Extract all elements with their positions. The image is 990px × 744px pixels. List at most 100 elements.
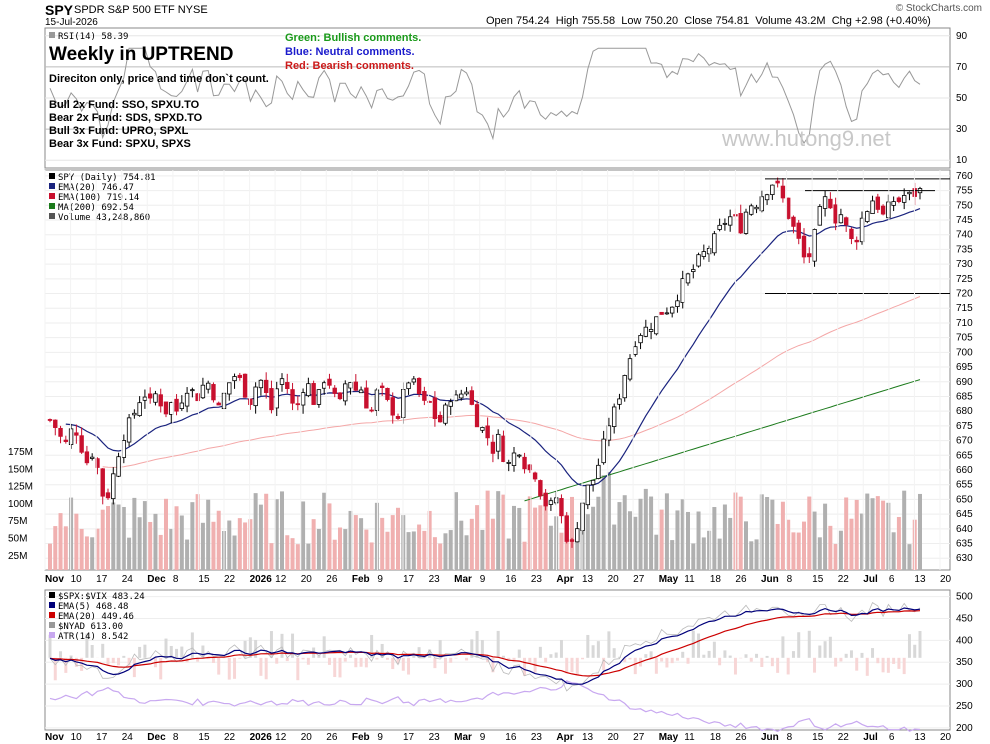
nyad-bar: [48, 634, 52, 658]
price-candle: [532, 472, 538, 480]
price-tick-label: 650: [956, 494, 973, 505]
price-candle: [633, 346, 638, 355]
price-candle: [701, 251, 707, 257]
nyad-bar: [918, 630, 922, 658]
x-axis-label: Jul: [863, 574, 878, 585]
lower-tick-label: 500: [956, 592, 973, 603]
price-candle: [163, 401, 169, 415]
price-candle: [495, 433, 501, 452]
watermark: www.hutong9.net: [722, 126, 891, 151]
price-candle: [263, 379, 269, 393]
price-candle: [717, 224, 722, 230]
lower-legend-swatch: [49, 622, 55, 628]
nyad-bar: [333, 657, 337, 678]
price-candle: [327, 378, 332, 386]
price-candle: [269, 388, 274, 411]
x-axis-label-bottom: 20: [940, 732, 952, 743]
nyad-bar: [517, 649, 521, 658]
quote-date: 15-Jul-2026: [45, 17, 98, 28]
x-axis-label: 20: [940, 574, 952, 585]
nyad-bar: [280, 633, 284, 658]
volume-bar: [280, 491, 284, 570]
volume-bar: [643, 488, 648, 570]
volume-bar: [786, 519, 791, 570]
nyad-bar: [586, 634, 590, 658]
x-axis-label: 20: [608, 574, 620, 585]
price-candle: [896, 197, 902, 202]
price-candle: [833, 204, 838, 224]
volume-bar: [759, 494, 764, 570]
volume-bar: [738, 496, 743, 570]
nyad-bar: [354, 657, 358, 668]
price-candle: [422, 391, 427, 401]
volume-bar: [744, 521, 748, 570]
price-candle: [237, 374, 243, 378]
volume-bar: [438, 543, 443, 570]
nyad-bar: [343, 657, 347, 662]
volume-bar: [722, 504, 727, 570]
nyad-bar: [623, 657, 627, 663]
volume-bar: [195, 494, 200, 570]
x-axis-label: 16: [505, 574, 517, 585]
volume-tick-label: 50M: [8, 534, 27, 545]
price-candle: [643, 326, 649, 337]
volume-bar: [343, 529, 348, 570]
nyad-bar: [881, 657, 885, 673]
price-candle: [727, 216, 733, 226]
price-candle: [822, 196, 828, 209]
nyad-bar: [370, 634, 374, 658]
x-axis-label: 18: [710, 574, 722, 585]
nyad-bar: [491, 657, 495, 673]
price-tick-label: 715: [956, 303, 973, 314]
x-axis-label: 11: [684, 574, 695, 585]
nyad-bar: [349, 654, 353, 658]
volume-bar: [559, 532, 564, 570]
x-axis-label: 2026: [250, 574, 273, 585]
volume-bar: [770, 499, 775, 570]
rsi-legend: RSI(14) 58.39: [58, 32, 128, 42]
price-candle: [179, 402, 185, 409]
volume-bar: [427, 510, 432, 570]
price-tick-label: 690: [956, 377, 973, 388]
price-tick-label: 755: [956, 186, 973, 197]
price-tick-label: 670: [956, 436, 973, 447]
nyad-bar: [554, 652, 558, 658]
x-axis-label: 22: [224, 574, 236, 585]
nyad-bar: [892, 657, 896, 664]
price-candle: [184, 392, 190, 407]
volume-bar: [875, 496, 880, 570]
x-axis-label: 10: [71, 574, 83, 585]
price-candle: [849, 228, 854, 240]
x-axis-label-bottom: Dec: [147, 732, 166, 743]
nyad-bar: [53, 657, 57, 681]
price-candle: [79, 435, 84, 453]
volume-bar: [591, 506, 596, 570]
volume-bar: [865, 493, 870, 570]
x-axis-label-bottom: Feb: [352, 732, 370, 743]
price-candle: [343, 383, 348, 402]
price-candle: [353, 381, 359, 391]
lower-legend-swatch: [49, 592, 55, 598]
volume-tick-label: 25M: [8, 551, 27, 562]
price-tick-label: 695: [956, 362, 973, 373]
volume-bar: [243, 522, 248, 570]
price-candle: [364, 387, 369, 409]
volume-bar: [849, 518, 854, 570]
nyad-bar: [607, 631, 611, 658]
volume-bar: [206, 499, 211, 570]
x-axis-label: Apr: [556, 574, 573, 585]
price-candle: [443, 404, 448, 424]
nyad-bar: [391, 657, 395, 670]
nyad-bar: [169, 645, 173, 658]
volume-bar: [775, 523, 780, 570]
volume-bar: [675, 510, 680, 570]
price-candle: [53, 419, 58, 428]
nyad-bar: [749, 657, 753, 662]
price-candle: [385, 387, 390, 400]
price-candle: [390, 397, 395, 416]
nyad-bar: [697, 633, 701, 658]
nyad-bar: [201, 645, 205, 658]
x-axis-label-bottom: 16: [505, 732, 517, 743]
volume-bar: [707, 530, 712, 570]
x-axis-label-bottom: Nov: [45, 732, 64, 743]
